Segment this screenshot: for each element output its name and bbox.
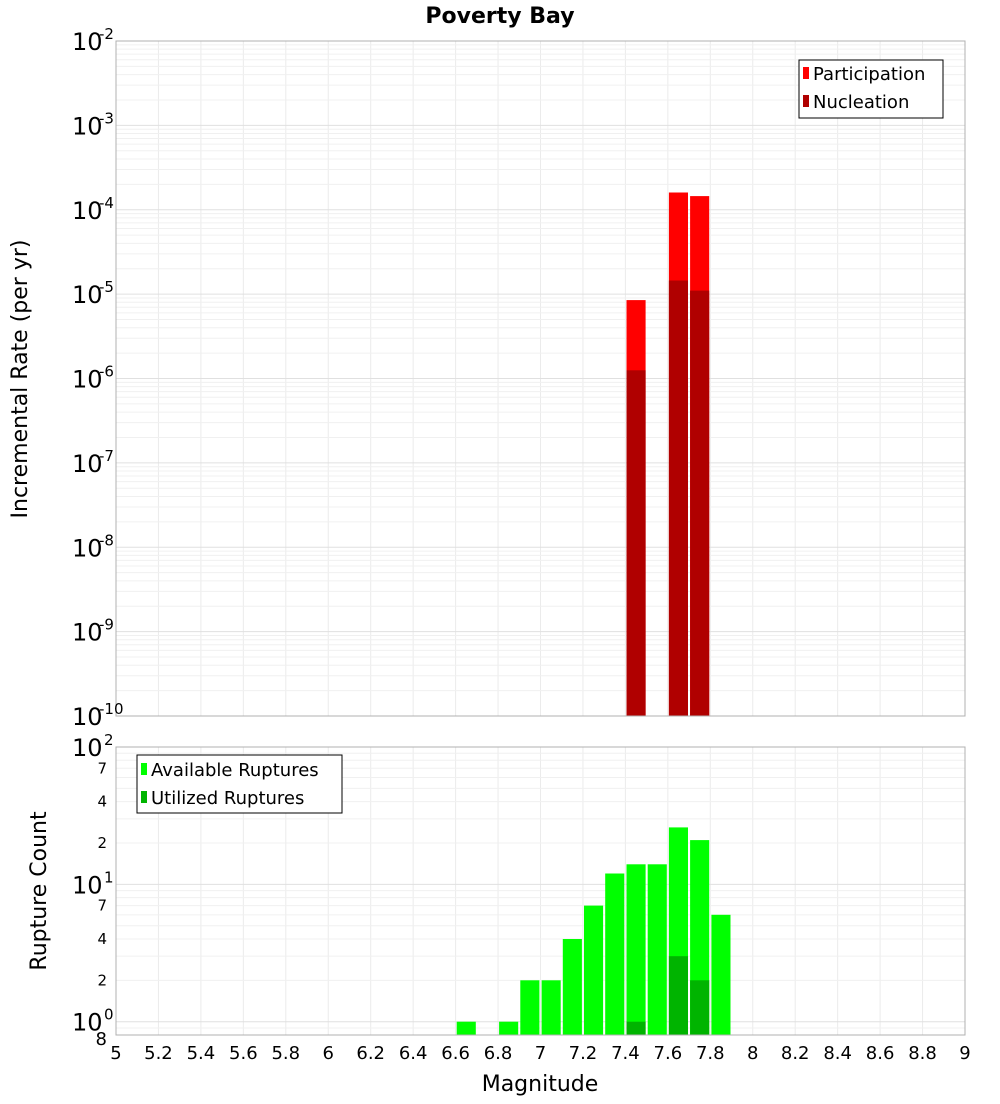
bottom-bar-available-ruptures bbox=[520, 980, 540, 1035]
y-tick-label: 10 bbox=[72, 112, 103, 140]
legend-label-participation: Participation bbox=[813, 64, 925, 85]
legend-label-utilized-ruptures: Utilized Ruptures bbox=[151, 788, 304, 809]
x-axis-label: Magnitude bbox=[482, 1072, 599, 1097]
y-tick-label: 10 bbox=[72, 450, 103, 478]
x-tick-label: 8.8 bbox=[908, 1043, 937, 1064]
bottom-plot-bars bbox=[456, 827, 731, 1035]
y-tick-exponent: 1 bbox=[104, 868, 114, 886]
bottom-bar-utilized-ruptures bbox=[626, 1021, 646, 1035]
y-minor-tick-label: 8 bbox=[96, 1029, 107, 1050]
y-tick-exponent: -10 bbox=[99, 700, 124, 718]
legend-swatch-utilized-ruptures bbox=[141, 791, 147, 803]
x-tick-label: 8.2 bbox=[781, 1043, 810, 1064]
y-tick-exponent: 2 bbox=[104, 731, 114, 749]
y-tick-exponent: -4 bbox=[99, 194, 114, 212]
y-tick-exponent: -5 bbox=[99, 278, 114, 296]
bottom-plot-grid bbox=[116, 747, 965, 1035]
bottom-bar-available-ruptures bbox=[562, 939, 582, 1035]
bottom-bar-available-ruptures bbox=[541, 980, 561, 1035]
y-tick-label: 10 bbox=[72, 1009, 103, 1037]
top-legend-box bbox=[798, 59, 944, 119]
y-tick-label: 10 bbox=[72, 534, 103, 562]
top-plot-grid bbox=[116, 41, 965, 716]
x-tick-label: 5.8 bbox=[271, 1043, 300, 1064]
x-tick-label: 7.8 bbox=[696, 1043, 725, 1064]
top-bar-nucleation bbox=[626, 370, 646, 716]
y-tick-exponent: -3 bbox=[99, 109, 114, 127]
y-tick-exponent: -6 bbox=[99, 363, 114, 381]
y-minor-tick-label: 2 bbox=[97, 834, 107, 852]
bottom-legend: Available Ruptures Utilized Ruptures bbox=[136, 754, 343, 814]
x-tick-label: 5.6 bbox=[229, 1043, 258, 1064]
x-tick-label: 7.6 bbox=[654, 1043, 683, 1064]
y-minor-tick-label: 7 bbox=[97, 759, 107, 777]
legend-swatch-nucleation bbox=[803, 95, 809, 107]
bottom-bar-available-ruptures bbox=[626, 864, 646, 1035]
y-tick-exponent: -2 bbox=[99, 25, 114, 43]
y-tick-exponent: 0 bbox=[104, 1006, 114, 1024]
y-tick-exponent: -8 bbox=[99, 531, 114, 549]
y-minor-tick-label: 7 bbox=[97, 897, 107, 915]
x-tick-label: 8.4 bbox=[823, 1043, 852, 1064]
x-tick-label: 6.2 bbox=[356, 1043, 385, 1064]
legend-label-nucleation: Nucleation bbox=[813, 92, 909, 113]
y-minor-tick-label: 4 bbox=[97, 930, 107, 948]
y-tick-label: 10 bbox=[72, 281, 103, 309]
bottom-bar-available-ruptures bbox=[605, 873, 625, 1035]
y-tick-label: 10 bbox=[72, 366, 103, 394]
bottom-y-axis-label: Rupture Count bbox=[27, 811, 52, 971]
y-tick-label: 10 bbox=[72, 28, 103, 56]
bottom-bar-available-ruptures bbox=[499, 1021, 519, 1035]
x-tick-label: 8.6 bbox=[866, 1043, 895, 1064]
bottom-plot-frame bbox=[115, 746, 966, 1036]
x-tick-label: 7 bbox=[535, 1043, 546, 1064]
y-tick-label: 10 bbox=[72, 871, 103, 899]
x-tick-label: 6.4 bbox=[399, 1043, 428, 1064]
y-tick-label: 10 bbox=[72, 734, 103, 762]
chart-title: Poverty Bay bbox=[425, 4, 574, 29]
bottom-bar-available-ruptures bbox=[584, 905, 604, 1035]
x-tick-label: 5.4 bbox=[187, 1043, 216, 1064]
x-axis-ticks: 5 5.2 5.4 5.6 5.8 6 6.2 6.4 6.6 6.8 7 7.2 7.4 7.6 7.8 8… bbox=[110, 1043, 970, 1064]
y-tick-label: 10 bbox=[72, 703, 103, 731]
top-y-axis-label: Incremental Rate (per yr) bbox=[8, 240, 33, 519]
y-minor-tick-label: 2 bbox=[97, 971, 107, 989]
bottom-bar-available-ruptures bbox=[647, 864, 667, 1035]
y-tick-label: 10 bbox=[72, 197, 103, 225]
x-tick-label: 6 bbox=[323, 1043, 334, 1064]
bottom-legend-box bbox=[136, 754, 343, 814]
top-plot-frame bbox=[115, 40, 966, 717]
x-tick-label: 6.6 bbox=[441, 1043, 470, 1064]
legend-swatch-participation bbox=[803, 67, 809, 79]
y-tick-exponent: -7 bbox=[99, 447, 114, 465]
x-tick-label: 7.2 bbox=[569, 1043, 598, 1064]
bottom-bar-available-ruptures bbox=[456, 1021, 476, 1035]
bottom-bar-available-ruptures bbox=[711, 914, 731, 1035]
x-tick-label: 9 bbox=[959, 1043, 970, 1064]
legend-swatch-available-ruptures bbox=[141, 763, 147, 775]
top-bar-nucleation bbox=[668, 280, 688, 716]
top-plot-bars bbox=[626, 192, 710, 717]
legend-label-available-ruptures: Available Ruptures bbox=[151, 760, 319, 781]
top-legend: Participation Nucleation bbox=[798, 59, 944, 119]
bottom-bar-utilized-ruptures bbox=[690, 980, 710, 1035]
x-tick-label: 8 bbox=[747, 1043, 758, 1064]
x-tick-label: 5.2 bbox=[144, 1043, 173, 1064]
x-tick-label: 5 bbox=[110, 1043, 121, 1064]
bottom-bar-utilized-ruptures bbox=[668, 956, 688, 1035]
top-bar-nucleation bbox=[690, 290, 710, 716]
y-tick-exponent: -9 bbox=[99, 616, 114, 634]
x-tick-label: 7.4 bbox=[611, 1043, 640, 1064]
y-tick-label: 10 bbox=[72, 619, 103, 647]
x-tick-label: 6.8 bbox=[484, 1043, 513, 1064]
y-minor-tick-label: 4 bbox=[97, 793, 107, 811]
